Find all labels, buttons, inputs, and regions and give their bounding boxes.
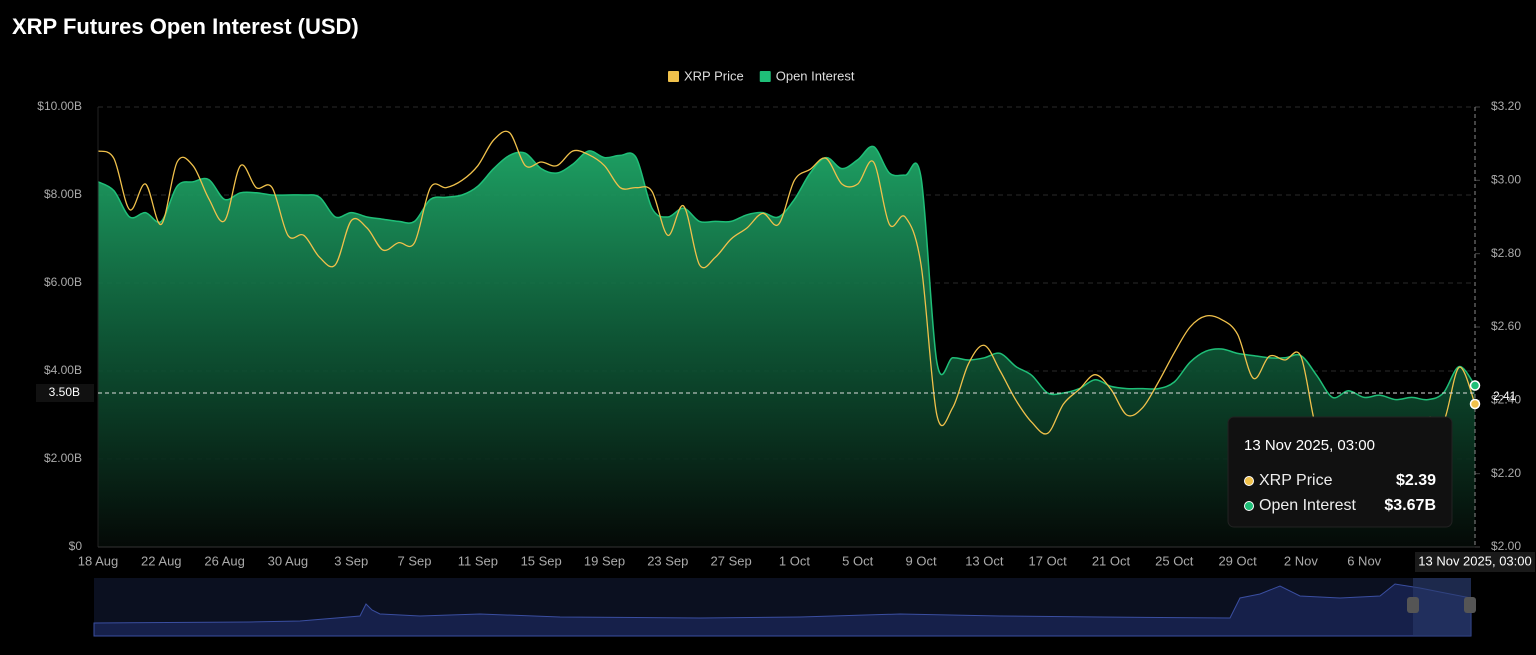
x-tick-label: 26 Aug bbox=[204, 553, 245, 568]
hover-marker bbox=[1469, 398, 1481, 410]
x-tick-label: 21 Oct bbox=[1092, 553, 1131, 568]
x-tick-label: 17 Oct bbox=[1029, 553, 1068, 568]
crosshair-y-label: 3.50B bbox=[49, 385, 80, 399]
y2-tick-label: $2.20 bbox=[1491, 466, 1521, 480]
legend-item[interactable]: XRP Price bbox=[668, 68, 744, 83]
tooltip-dot bbox=[1244, 476, 1254, 486]
y-tick-label: $2.00B bbox=[44, 451, 82, 465]
chart-title: XRP Futures Open Interest (USD) bbox=[12, 14, 359, 39]
y-tick-label: $10.00B bbox=[37, 99, 82, 113]
navigator-handle[interactable] bbox=[1407, 597, 1419, 613]
tooltip: 13 Nov 2025, 03:00 XRP Price $2.39 Open Int… bbox=[1227, 416, 1453, 528]
x-tick-label: 22 Aug bbox=[141, 553, 182, 568]
x-tick-label: 7 Sep bbox=[398, 553, 432, 568]
legend-label[interactable]: XRP Price bbox=[684, 68, 744, 83]
x-tick-label: 1 Oct bbox=[779, 553, 810, 568]
tooltip-box bbox=[1227, 416, 1453, 528]
navigator-handle[interactable] bbox=[1464, 597, 1476, 613]
legend-swatch[interactable] bbox=[668, 71, 679, 82]
tooltip-value: $3.67B bbox=[1384, 497, 1436, 514]
x-tick-label: 19 Sep bbox=[584, 553, 625, 568]
tooltip-value: $2.39 bbox=[1396, 472, 1436, 489]
y2-tick-label: $3.00 bbox=[1491, 173, 1521, 187]
navigator-selection[interactable] bbox=[1413, 578, 1471, 636]
y-tick-label: $4.00B bbox=[44, 363, 82, 377]
area-fill bbox=[98, 146, 1475, 547]
y-tick-label: $6.00B bbox=[44, 275, 82, 289]
y-tick-label: $8.00B bbox=[44, 187, 82, 201]
x-tick-label: 23 Sep bbox=[647, 553, 688, 568]
x-tick-label: 15 Sep bbox=[521, 553, 562, 568]
y2-tick-label: $3.20 bbox=[1491, 99, 1521, 113]
tooltip-series-name: XRP Price bbox=[1259, 472, 1333, 489]
x-crosshair-label-box bbox=[1415, 552, 1535, 572]
x-tick-label: 2 Nov bbox=[1284, 553, 1318, 568]
y2-tick-label: $2.00 bbox=[1491, 539, 1521, 553]
hover-marker bbox=[1469, 380, 1481, 391]
x-tick-label: 11 Sep bbox=[458, 553, 498, 568]
x-tick-label: 13 Oct bbox=[965, 553, 1004, 568]
y-tick-label: $0 bbox=[69, 539, 83, 553]
x-tick-label: 9 Oct bbox=[905, 553, 936, 568]
area-line bbox=[97, 145, 1476, 401]
x-tick-label: 3 Sep bbox=[334, 553, 368, 568]
legend-label[interactable]: Open Interest bbox=[776, 68, 855, 83]
axes: $0 $2.00B $4.00B $6.00B $8.00B $10.00B $2.00 $2… bbox=[37, 99, 1521, 568]
x-tick-label: 25 Oct bbox=[1155, 553, 1194, 568]
legend-item[interactable]: Open Interest bbox=[759, 68, 855, 83]
plot-area bbox=[97, 130, 1476, 547]
x-tick-label: 29 Oct bbox=[1218, 553, 1257, 568]
legend-swatch[interactable] bbox=[759, 71, 771, 82]
y2-tick-label: $2.80 bbox=[1491, 246, 1521, 260]
tooltip-series-name: Open Interest bbox=[1259, 497, 1357, 514]
crosshair-y2-label: 2.41 bbox=[1493, 389, 1517, 403]
price-line bbox=[97, 130, 1476, 482]
navigator bbox=[93, 578, 1476, 637]
x-tick-label: 18 Aug bbox=[78, 553, 119, 568]
x-tick-label: 6 Nov bbox=[1347, 553, 1381, 568]
x-crosshair-label: 13 Nov 2025, 03:00 bbox=[1418, 553, 1531, 568]
tooltip-dot bbox=[1244, 501, 1254, 511]
x-tick-label: 5 Oct bbox=[842, 553, 873, 568]
y2-tick-label: $2.40 bbox=[1491, 393, 1521, 407]
x-tick-label: 27 Sep bbox=[711, 553, 752, 568]
crosshair-label-box bbox=[36, 384, 94, 402]
tooltip-title: 13 Nov 2025, 03:00 bbox=[1244, 437, 1375, 454]
y2-tick-label: $2.60 bbox=[1491, 319, 1521, 333]
legend[interactable]: XRP Price Open Interest bbox=[668, 68, 855, 83]
x-tick-label: 30 Aug bbox=[268, 553, 309, 568]
